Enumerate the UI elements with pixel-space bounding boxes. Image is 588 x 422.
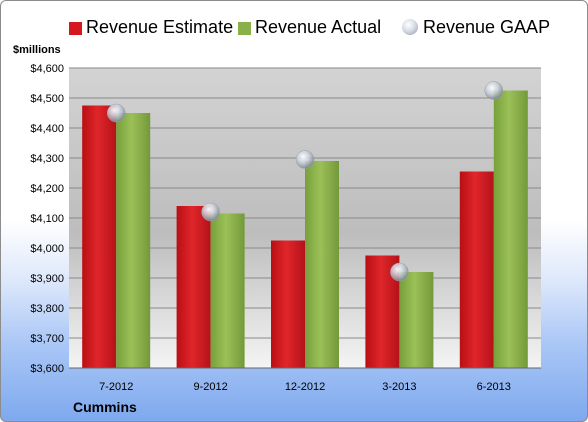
y-tick-label: $4,600 bbox=[30, 63, 64, 75]
y-tick-label: $3,800 bbox=[30, 303, 64, 315]
y-tick-label: $4,300 bbox=[30, 153, 64, 165]
bar-revenue-actual bbox=[210, 213, 245, 368]
y-tick-label: $4,200 bbox=[30, 183, 64, 195]
y-tick-label: $4,000 bbox=[30, 243, 64, 255]
company-name: Cummins bbox=[73, 399, 137, 415]
legend-dot-revenue-gaap bbox=[402, 19, 418, 35]
x-tick-label: 3-2013 bbox=[382, 381, 416, 393]
y-tick-label: $4,400 bbox=[30, 123, 64, 135]
bar-revenue-actual bbox=[116, 113, 151, 368]
x-tick-label: 6-2013 bbox=[477, 381, 511, 393]
legend: Revenue Estimate Revenue Actual Revenue … bbox=[1, 14, 587, 44]
bar-revenue-actual bbox=[493, 90, 528, 368]
y-tick-label: $3,900 bbox=[30, 273, 64, 285]
x-tick-label: 12-2012 bbox=[285, 381, 325, 393]
bar-revenue-estimate bbox=[82, 105, 117, 368]
legend-label-revenue-estimate: Revenue Estimate bbox=[86, 17, 234, 37]
y-tick-label: $4,100 bbox=[30, 213, 64, 225]
legend-swatch-revenue-actual bbox=[238, 22, 251, 35]
dot-revenue-gaap bbox=[106, 103, 126, 123]
y-tick-label: $3,600 bbox=[30, 363, 64, 375]
y-axis-unit-label: $millions bbox=[13, 44, 61, 56]
dot-revenue-gaap bbox=[390, 262, 409, 282]
bar-revenue-estimate bbox=[271, 240, 305, 368]
bar-revenue-actual bbox=[399, 272, 434, 368]
dot-revenue-gaap bbox=[201, 202, 220, 222]
y-tick-label: $3,700 bbox=[30, 333, 64, 345]
bar-revenue-actual bbox=[305, 161, 339, 368]
legend-label-revenue-gaap: Revenue GAAP bbox=[423, 17, 551, 37]
legend-swatch-revenue-estimate bbox=[69, 22, 82, 35]
legend-label-revenue-actual: Revenue Actual bbox=[255, 17, 382, 37]
x-tick-label: 9-2012 bbox=[193, 381, 227, 393]
dot-revenue-gaap bbox=[295, 150, 315, 169]
y-tick-label: $4,500 bbox=[30, 93, 64, 105]
dot-revenue-gaap bbox=[484, 81, 504, 100]
bar-revenue-estimate bbox=[176, 206, 211, 368]
bar-revenue-estimate bbox=[459, 171, 494, 368]
x-tick-label: 7-2012 bbox=[99, 381, 133, 393]
